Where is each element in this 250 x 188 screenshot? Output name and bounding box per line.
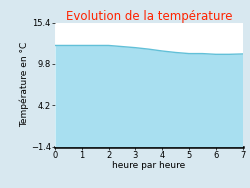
Y-axis label: Température en °C: Température en °C xyxy=(20,42,29,127)
X-axis label: heure par heure: heure par heure xyxy=(112,161,186,170)
Title: Evolution de la température: Evolution de la température xyxy=(66,10,232,23)
